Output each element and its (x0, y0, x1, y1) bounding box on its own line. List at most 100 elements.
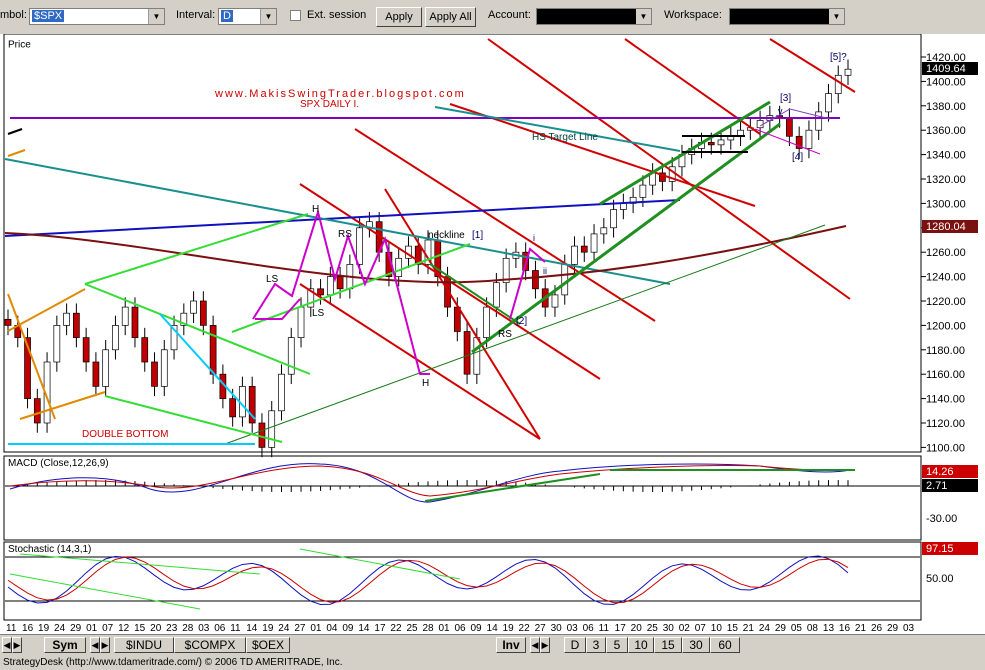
candle-body (33, 398, 41, 424)
candle-body (24, 337, 31, 399)
chart-svg[interactable]: 1420.00 1400.00 1380.00 1360.00 1340.00 1320.… (0, 33, 985, 634)
ma-price-badge (922, 220, 978, 233)
candle-body (326, 276, 334, 296)
chevron-down-icon[interactable]: ▼ (260, 9, 276, 24)
tab-oex[interactable]: $OEX (246, 637, 290, 653)
tab-compx[interactable]: $COMPX (174, 637, 246, 653)
x-tick-label: 27 (535, 623, 547, 634)
candle-body (141, 337, 149, 363)
x-tick-label: 25 (647, 623, 659, 634)
x-tick-label: 16 (22, 623, 34, 634)
stoch-d-line (7, 556, 849, 604)
x-tick-label: 04 (326, 623, 338, 634)
chevron-down-icon[interactable]: ▼ (636, 9, 651, 24)
macd-tick: -30.00 (926, 513, 957, 525)
interval-tab-30[interactable]: 30 (682, 637, 710, 653)
candle-body (180, 312, 188, 326)
candle-body (483, 306, 490, 338)
apply-all-button[interactable]: Apply All (425, 7, 476, 27)
sym-prev-icon[interactable]: ◀ (90, 637, 100, 653)
candle-body (229, 398, 237, 418)
candle-body (92, 361, 100, 387)
account-label: Account: (488, 9, 531, 21)
x-tick-label: 07 (695, 623, 707, 634)
candle-body (209, 325, 217, 375)
candle-body (473, 337, 481, 375)
workspace-combo[interactable]: ▼ (729, 8, 845, 25)
apply-button[interactable]: Apply (376, 7, 422, 27)
status-bar: StrategyDesk (http://www.tdameritrade.co… (0, 655, 985, 670)
sym-tab[interactable]: Sym (44, 637, 86, 653)
toolbar: mbol: $SPX ▼ Interval: D ▼ Ext. session … (0, 0, 985, 35)
interval-tab-10[interactable]: 10 (628, 637, 654, 653)
candle-body (131, 306, 139, 338)
chart-area[interactable]: 1420.00 1400.00 1380.00 1360.00 1340.00 1320.… (0, 33, 985, 634)
interval-tab-5[interactable]: 5 (606, 637, 628, 653)
macd-value-1: 14.26 (926, 466, 954, 478)
candle-body (502, 257, 510, 284)
x-tick-label: 11 (230, 623, 241, 634)
interval-tab-d[interactable]: D (564, 637, 586, 653)
candle-body (717, 139, 725, 146)
candle-body (121, 306, 129, 326)
candle-body (834, 74, 842, 94)
scroll-left-icon[interactable]: ◀ (2, 637, 12, 653)
ext-session-label: Ext. session (307, 9, 367, 21)
price-tick-label: 1220.00 (926, 296, 966, 308)
price-tick-label: 1180.00 (926, 345, 965, 357)
x-tick-label: 20 (631, 623, 643, 634)
price-tick-label: 1400.00 (926, 76, 966, 88)
candle-body (53, 325, 61, 363)
candle-body (102, 349, 110, 387)
stoch-tick: 50.00 (926, 573, 954, 585)
sym-next-icon[interactable]: ▶ (100, 637, 110, 653)
macd-signal-badge (922, 479, 978, 492)
ext-session-checkbox[interactable] (290, 10, 301, 21)
candle-body (795, 135, 803, 149)
stoch-value-badge (922, 542, 978, 555)
interval-value[interactable]: D (221, 10, 233, 22)
inv-next-icon[interactable]: ▶ (540, 637, 550, 653)
x-tick-label: 21 (743, 623, 755, 634)
wave-ii-label: ii (543, 266, 547, 276)
x-tick-label: 25 (406, 623, 418, 634)
price-tick-label: 1240.00 (926, 272, 966, 284)
inv-tab[interactable]: Inv (496, 637, 526, 653)
candle-body (619, 203, 627, 210)
tab-indu[interactable]: $INDU (114, 637, 174, 653)
x-tick-label: 05 (791, 623, 803, 634)
price-tick-label: 1340.00 (926, 150, 966, 162)
x-tick-label: 07 (102, 623, 114, 634)
double-bottom-label: DOUBLE BOTTOM (82, 429, 169, 440)
chevron-down-icon[interactable]: ▼ (829, 9, 844, 24)
price-tick-label: 1140.00 (926, 394, 965, 406)
price-tick-label: 1260.00 (926, 247, 966, 259)
account-combo[interactable]: ▼ (536, 8, 652, 25)
x-tick-label: 03 (198, 623, 210, 634)
x-tick-label: 19 (38, 623, 50, 634)
candle-body (258, 422, 266, 448)
candle-body (756, 120, 764, 129)
x-tick-label: 19 (503, 623, 515, 634)
chevron-down-icon[interactable]: ▼ (148, 9, 164, 24)
candle-body (815, 111, 823, 131)
interval-tab-60[interactable]: 60 (710, 637, 740, 653)
wave-3-label: [3] (780, 93, 791, 104)
symbol-value[interactable]: $SPX (32, 10, 65, 22)
inv-prev-icon[interactable]: ◀ (530, 637, 540, 653)
interval-tab-15[interactable]: 15 (654, 637, 682, 653)
x-tick-label: 03 (903, 623, 915, 634)
x-tick-label: 21 (855, 623, 867, 634)
price-tick-label: 1360.00 (926, 125, 966, 137)
interval-tab-3[interactable]: 3 (586, 637, 606, 653)
candle-body (395, 257, 403, 277)
symbol-combo[interactable]: $SPX ▼ (29, 8, 165, 25)
x-tick-label: 13 (823, 623, 835, 634)
price-tick-label: 1300.00 (926, 198, 966, 210)
interval-combo[interactable]: D ▼ (218, 8, 277, 25)
macd-value-2: 2.71 (926, 480, 947, 492)
candle-body (268, 410, 276, 448)
x-tick-label: 14 (487, 623, 499, 634)
macd-title: MACD (Close,12,26,9) (8, 458, 109, 469)
scroll-right-icon[interactable]: ▶ (12, 637, 22, 653)
